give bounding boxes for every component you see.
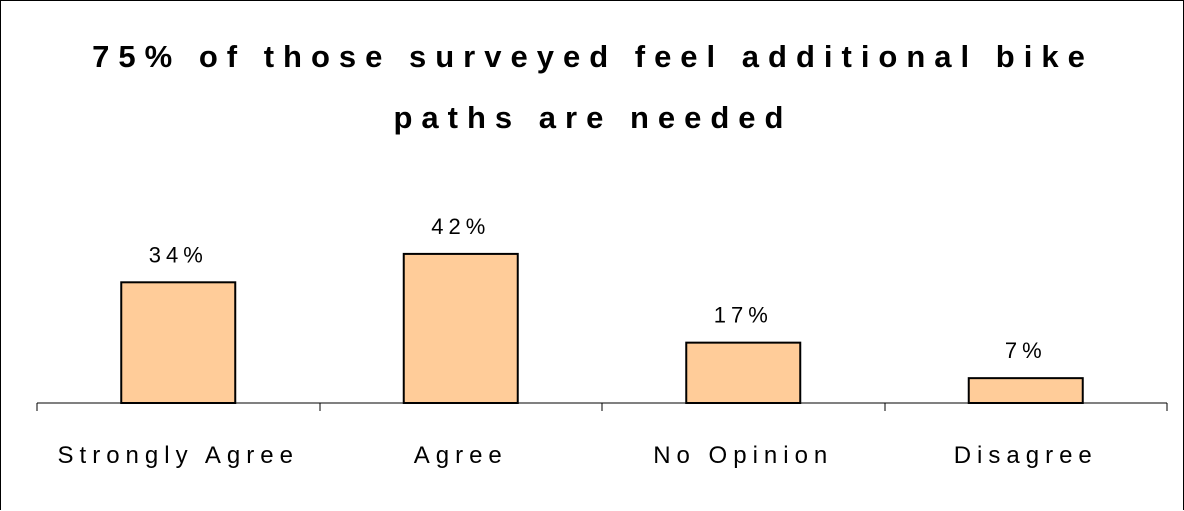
data-label: 17% bbox=[714, 303, 773, 328]
data-label: 7% bbox=[1005, 338, 1047, 363]
data-label: 34% bbox=[149, 242, 208, 267]
x-tick-label: Agree bbox=[414, 442, 508, 469]
chart-title-line-2: paths are needed bbox=[394, 100, 793, 135]
bar bbox=[685, 341, 802, 404]
bar bbox=[967, 377, 1084, 404]
bar bbox=[402, 252, 519, 404]
x-tick-label: Disagree bbox=[954, 442, 1098, 469]
x-tick-label: No Opinion bbox=[653, 442, 833, 469]
data-label: 42% bbox=[431, 214, 490, 239]
x-tick-label: Strongly Agree bbox=[58, 442, 299, 469]
chart-title-line-1: 75% of those surveyed feel additional bi… bbox=[92, 39, 1094, 74]
bar bbox=[120, 281, 237, 404]
plot-area: 34% Strongly Agree 42% Agree 17% No Opinion 7%… bbox=[36, 214, 1168, 469]
